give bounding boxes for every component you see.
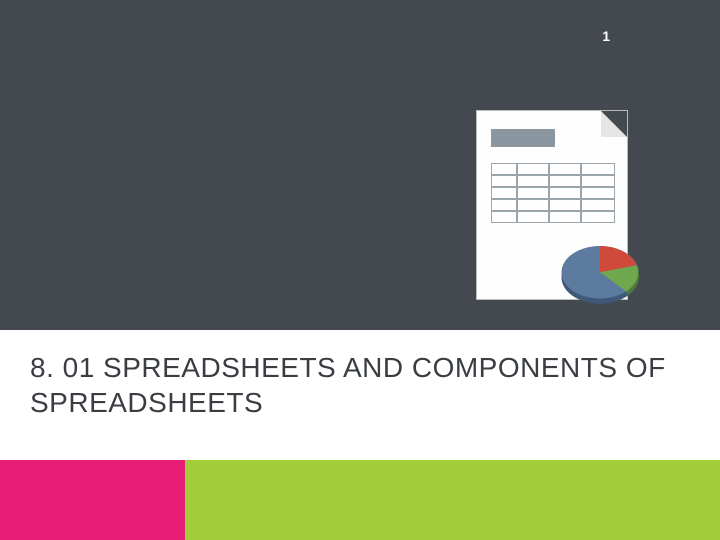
sheet-header-bar-icon [491,129,555,147]
slide-header-area: 1 [0,0,720,330]
dog-ear-icon [601,111,627,137]
slide-title: 8. 01 SPREADSHEETS AND COMPONENTS OF SPR… [30,350,690,420]
sheet-grid-icon [491,163,615,223]
spreadsheet-icon [468,110,638,305]
accent-block-pink [0,460,185,540]
slide: 1 [0,0,720,540]
title-region: 8. 01 SPREADSHEETS AND COMPONENTS OF SPR… [0,330,720,460]
page-number: 1 [602,28,610,44]
bottom-accent-bar [0,460,720,540]
pie-chart-icon [556,239,644,309]
accent-block-green [185,460,720,540]
